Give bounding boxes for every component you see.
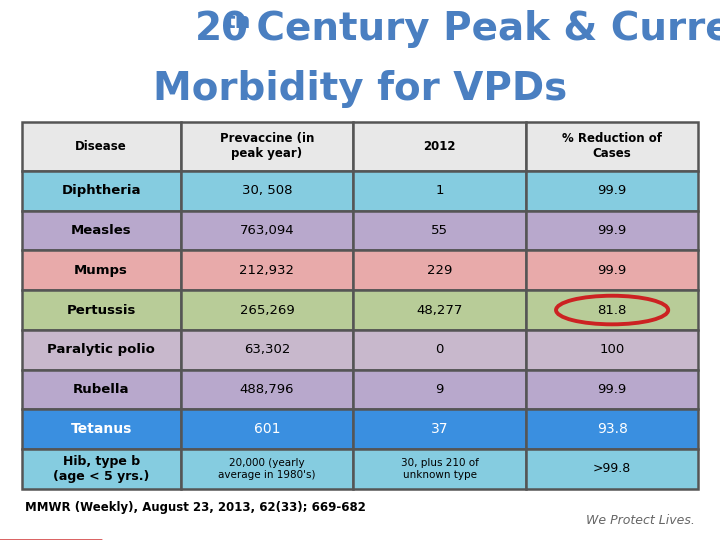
- Bar: [181, 251, 354, 290]
- Text: Rubella: Rubella: [73, 383, 130, 396]
- Bar: [22, 330, 181, 369]
- Text: 63,302: 63,302: [244, 343, 290, 356]
- Bar: [22, 369, 181, 409]
- Text: >99.8: >99.8: [593, 462, 631, 475]
- Text: Diphtheria: Diphtheria: [61, 185, 141, 198]
- Text: 1: 1: [436, 185, 444, 198]
- Bar: [526, 122, 698, 171]
- Text: Disease: Disease: [76, 140, 127, 153]
- Bar: [22, 290, 181, 330]
- Text: 20: 20: [195, 10, 249, 48]
- Bar: [22, 409, 181, 449]
- Text: Prevaccine (in
peak year): Prevaccine (in peak year): [220, 132, 314, 160]
- Bar: [22, 171, 181, 211]
- Text: 99.9: 99.9: [598, 264, 626, 277]
- Text: Mumps: Mumps: [74, 264, 128, 277]
- Text: 99.9: 99.9: [598, 224, 626, 237]
- Text: 601: 601: [253, 422, 280, 436]
- Text: Pertussis: Pertussis: [66, 303, 136, 316]
- Text: 99.9: 99.9: [598, 185, 626, 198]
- Bar: [354, 211, 526, 251]
- Bar: [526, 171, 698, 211]
- Bar: [354, 290, 526, 330]
- Text: 55: 55: [431, 224, 448, 237]
- Bar: [354, 330, 526, 369]
- Text: Paralytic polio: Paralytic polio: [48, 343, 155, 356]
- Text: 212,932: 212,932: [240, 264, 294, 277]
- Text: 488,796: 488,796: [240, 383, 294, 396]
- Bar: [181, 290, 354, 330]
- Bar: [354, 409, 526, 449]
- Bar: [181, 171, 354, 211]
- Bar: [354, 171, 526, 211]
- Bar: [526, 449, 698, 489]
- Text: 48,277: 48,277: [416, 303, 463, 316]
- Text: 0: 0: [436, 343, 444, 356]
- Bar: [526, 211, 698, 251]
- Text: Century Peak & Current: Century Peak & Current: [243, 10, 720, 48]
- Bar: [22, 122, 181, 171]
- Text: Measles: Measles: [71, 224, 132, 237]
- Bar: [526, 330, 698, 369]
- Bar: [22, 211, 181, 251]
- Bar: [181, 211, 354, 251]
- Text: 9: 9: [436, 383, 444, 396]
- Bar: [181, 330, 354, 369]
- Text: MMWR (Weekly), August 23, 2013, 62(33); 669-682: MMWR (Weekly), August 23, 2013, 62(33); …: [25, 501, 366, 514]
- Text: 265,269: 265,269: [240, 303, 294, 316]
- Bar: [181, 122, 354, 171]
- Bar: [181, 449, 354, 489]
- Bar: [526, 409, 698, 449]
- Text: Tetanus: Tetanus: [71, 422, 132, 436]
- Text: 20,000 (yearly
average in 1980's): 20,000 (yearly average in 1980's): [218, 458, 315, 480]
- Text: 2012: 2012: [423, 140, 456, 153]
- Text: 93.8: 93.8: [597, 422, 628, 436]
- Bar: [354, 122, 526, 171]
- Text: Hib, type b
(age < 5 yrs.): Hib, type b (age < 5 yrs.): [53, 455, 149, 483]
- Text: th: th: [225, 12, 251, 32]
- Text: 100: 100: [600, 343, 625, 356]
- Text: 763,094: 763,094: [240, 224, 294, 237]
- Bar: [354, 251, 526, 290]
- Text: Morbidity for VPDs: Morbidity for VPDs: [153, 70, 567, 107]
- Text: 30, 508: 30, 508: [242, 185, 292, 198]
- Bar: [181, 369, 354, 409]
- Bar: [526, 369, 698, 409]
- Bar: [22, 449, 181, 489]
- Bar: [354, 369, 526, 409]
- Text: 229: 229: [427, 264, 452, 277]
- Bar: [526, 290, 698, 330]
- Text: 30, plus 210 of
unknown type: 30, plus 210 of unknown type: [400, 458, 479, 480]
- Bar: [181, 409, 354, 449]
- Text: 81.8: 81.8: [598, 303, 627, 316]
- Text: 99.9: 99.9: [598, 383, 626, 396]
- Bar: [354, 449, 526, 489]
- Text: We Protect Lives.: We Protect Lives.: [586, 514, 695, 526]
- Text: 37: 37: [431, 422, 449, 436]
- Text: % Reduction of
Cases: % Reduction of Cases: [562, 132, 662, 160]
- Bar: [22, 251, 181, 290]
- Bar: [526, 251, 698, 290]
